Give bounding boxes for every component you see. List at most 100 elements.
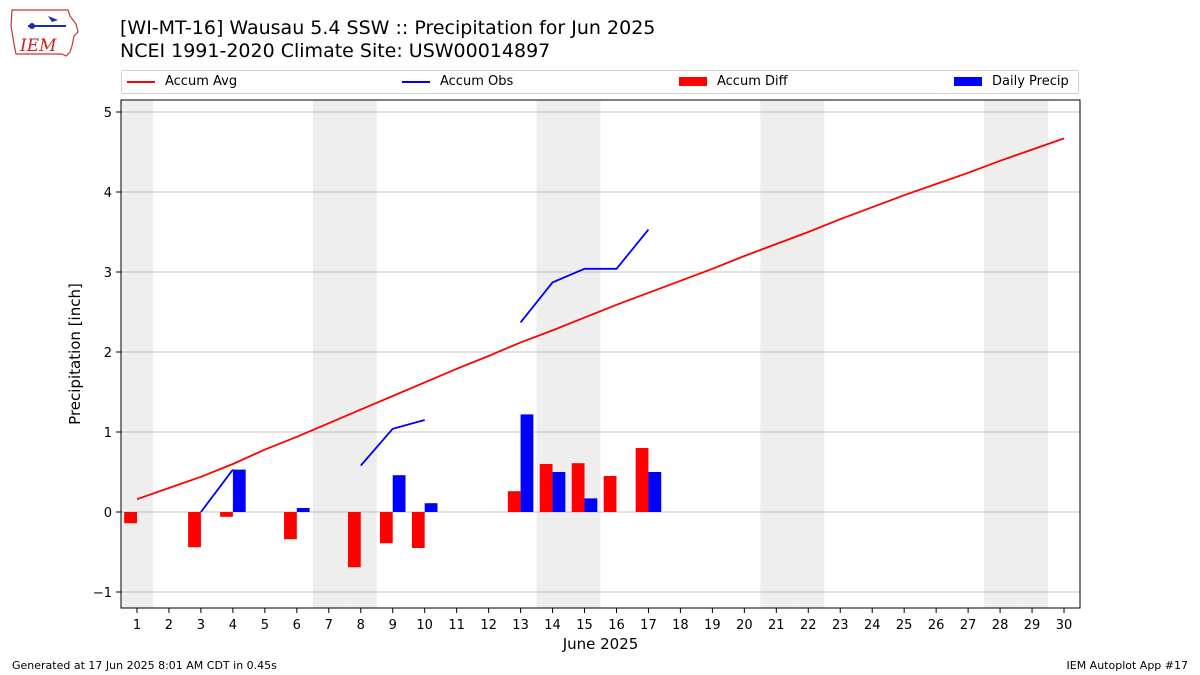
y-tick-label--1: −1: [93, 586, 112, 601]
x-tick-label-8: 8: [357, 618, 365, 633]
accum-diff-bar-day-15: [571, 463, 585, 512]
iem-logo: IEM: [10, 9, 79, 57]
x-tick-label-19: 19: [704, 618, 721, 633]
weekend-band-day-7: [312, 100, 345, 608]
y-axis-ticks: −1 0 1 2 3 4 5: [93, 106, 121, 601]
daily-precip-bar-day-14: [552, 472, 566, 512]
x-tick-label-16: 16: [608, 618, 625, 633]
iowa-outline: [10, 9, 79, 57]
x-tick-label-28: 28: [992, 618, 1009, 633]
legend: Accum Avg Accum Obs Accum Diff Daily Pre…: [121, 70, 1079, 94]
legend-item-accum-obs: Accum Obs: [402, 74, 513, 90]
x-axis-ticks: 1 2 3 4 5 6 7 8 9 10 11 12 13 14 15 16 17 18 19 20 21 22 23 24 2…: [133, 608, 1072, 633]
daily-precip-bar-day-17: [648, 472, 662, 512]
y-tick-label-5: 5: [104, 106, 112, 121]
y-tick-label-0: 0: [104, 506, 112, 521]
chart-title: [WI-MT-16] Wausau 5.4 SSW :: Precipitati…: [120, 17, 656, 39]
daily-precip-bars: [232, 414, 662, 512]
x-tick-label-2: 2: [165, 618, 173, 633]
y-axis-label: Precipitation [inch]: [66, 283, 84, 425]
x-tick-label-24: 24: [864, 618, 881, 633]
x-tick-label-7: 7: [325, 618, 333, 633]
accum-obs-line-segment-2: [360, 419, 425, 467]
x-tick-label-27: 27: [960, 618, 977, 633]
grid-lines: [121, 111, 1080, 593]
legend-label-daily: Daily Precip: [992, 74, 1069, 89]
x-tick-label-6: 6: [293, 618, 301, 633]
accum-diff-bar-day-16: [603, 476, 617, 512]
legend-swatch-obs: [402, 80, 430, 83]
y-tick-label-4: 4: [104, 186, 112, 201]
accum-diff-bar-day-1: [124, 512, 137, 524]
weekend-bands: [121, 100, 1049, 608]
accum-avg-line: [136, 137, 1065, 501]
y-tick-label-1: 1: [104, 426, 112, 441]
accum-diff-bar-day-13: [507, 491, 521, 512]
legend-label-avg: Accum Avg: [165, 74, 238, 89]
x-tick-label-13: 13: [512, 618, 529, 633]
x-tick-label-5: 5: [261, 618, 269, 633]
daily-precip-bar-day-6: [296, 508, 310, 512]
weekend-band-day-21: [760, 100, 793, 608]
weekend-band-day-1: [121, 100, 153, 608]
accum-diff-bar-day-8: [347, 512, 361, 568]
wind-vane: [48, 16, 58, 22]
x-tick-label-3: 3: [197, 618, 205, 633]
x-tick-label-9: 9: [389, 618, 397, 633]
x-tick-label-30: 30: [1056, 618, 1073, 633]
accum-diff-bar-day-4: [220, 512, 233, 517]
weekend-band-day-28: [984, 100, 1017, 608]
accum-diff-bar-day-10: [411, 512, 425, 548]
footer-app: IEM Autoplot App #17: [1066, 659, 1189, 672]
daily-precip-bar-day-4: [232, 469, 246, 512]
x-tick-label-29: 29: [1024, 618, 1041, 633]
plot-frame: [120, 99, 1081, 609]
accum-diff-bar-day-3: [188, 512, 201, 548]
legend-label-obs: Accum Obs: [440, 74, 514, 89]
accum-diff-bar-day-14: [539, 464, 553, 512]
x-tick-label-10: 10: [416, 618, 433, 633]
legend-item-daily-precip: Daily Precip: [954, 74, 1069, 90]
x-tick-label-22: 22: [800, 618, 817, 633]
accum-diff-bars: [124, 448, 649, 568]
x-tick-label-26: 26: [928, 618, 945, 633]
x-tick-label-17: 17: [640, 618, 657, 633]
x-tick-label-25: 25: [896, 618, 913, 633]
weekend-band-day-14: [536, 100, 569, 608]
x-axis-label: June 2025: [562, 635, 639, 653]
legend-swatch-diff: [679, 77, 707, 86]
y-tick-label-2: 2: [104, 346, 112, 361]
weekend-band-day-22: [792, 100, 825, 608]
x-tick-label-15: 15: [576, 618, 593, 633]
y-tick-label-3: 3: [104, 266, 112, 281]
legend-label-diff: Accum Diff: [717, 74, 788, 89]
weekend-band-day-29: [1016, 100, 1049, 608]
x-tick-label-23: 23: [832, 618, 849, 633]
x-tick-label-1: 1: [133, 618, 141, 633]
logo-text: IEM: [19, 36, 57, 56]
x-tick-label-20: 20: [736, 618, 753, 633]
accum-obs-line-segment-1: [200, 469, 234, 513]
chart-subtitle: NCEI 1991-2020 Climate Site: USW00014897: [120, 40, 551, 62]
legend-swatch-daily: [954, 77, 982, 86]
daily-precip-bar-day-10: [424, 503, 438, 512]
accum-obs-line-segment-3: [519, 229, 650, 323]
accum-diff-bar-day-6: [284, 512, 297, 540]
weekend-band-day-15: [568, 100, 601, 608]
x-tick-label-11: 11: [448, 618, 465, 633]
accum-diff-bar-day-9: [379, 512, 393, 544]
daily-precip-bar-day-9: [392, 475, 406, 512]
footer-generated: Generated at 17 Jun 2025 8:01 AM CDT in …: [12, 659, 277, 672]
station-dot: [29, 23, 35, 29]
legend-item-accum-diff: Accum Diff: [679, 74, 788, 90]
daily-precip-bar-day-15: [584, 498, 598, 512]
x-tick-label-4: 4: [229, 618, 237, 633]
x-tick-label-14: 14: [544, 618, 561, 633]
x-tick-label-18: 18: [672, 618, 689, 633]
daily-precip-bar-day-13: [520, 414, 534, 512]
legend-swatch-avg: [127, 80, 155, 83]
x-tick-label-12: 12: [480, 618, 497, 633]
x-tick-label-21: 21: [768, 618, 785, 633]
accum-diff-bar-day-17: [635, 448, 649, 512]
